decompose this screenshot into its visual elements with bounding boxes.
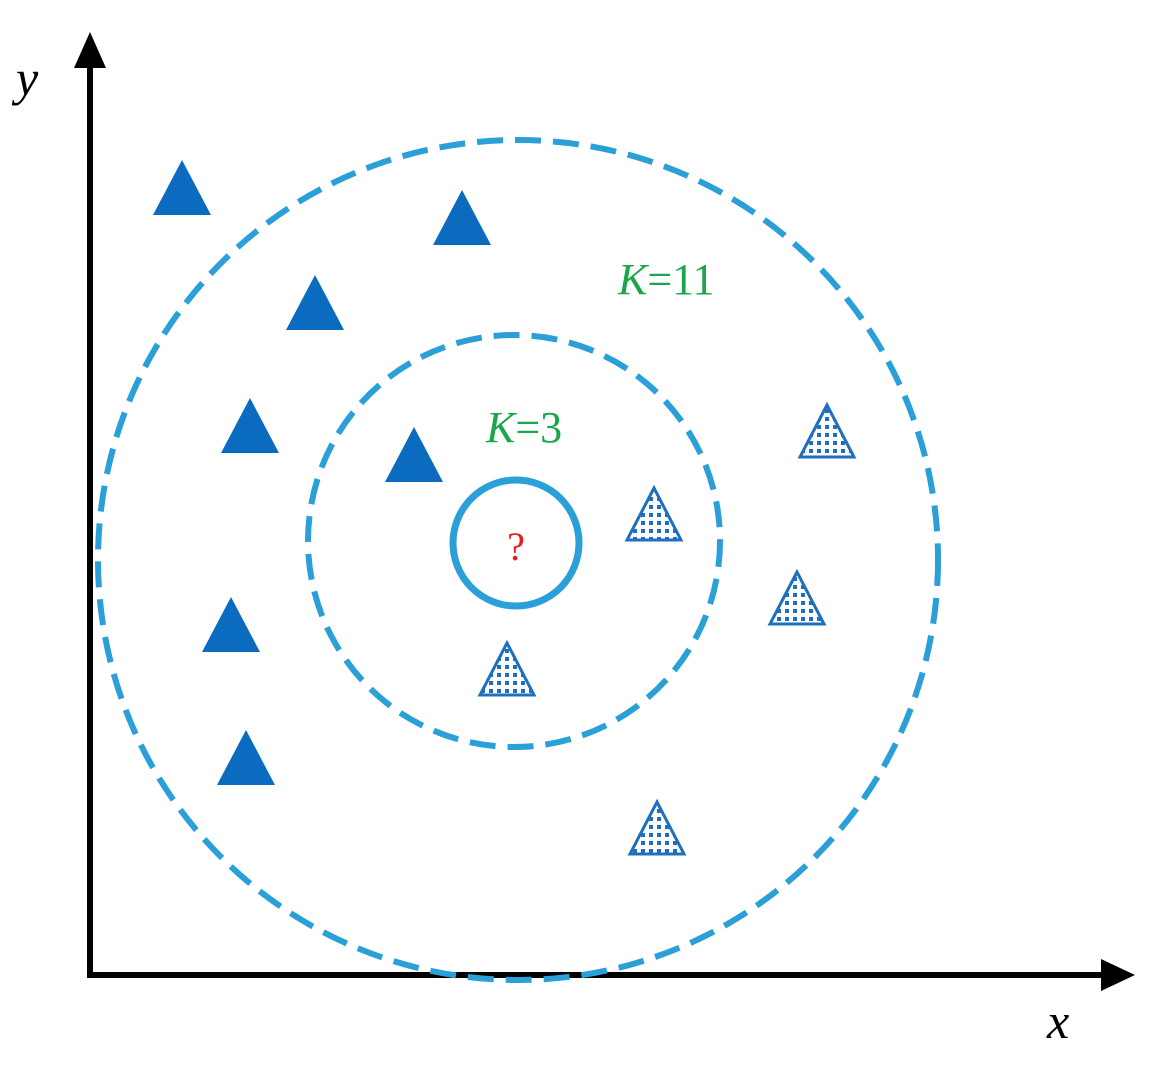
k11-label: K=11 — [617, 255, 715, 304]
query-point-label: ? — [507, 524, 525, 569]
patterned-class-points — [477, 401, 857, 856]
solid-triangle-icon — [217, 730, 275, 785]
patterned-triangle-icon — [797, 401, 857, 459]
k3-label-value: =3 — [515, 403, 562, 452]
solid-triangle-icon — [385, 427, 443, 482]
k11-label-var: K — [617, 255, 650, 304]
patterned-triangle-icon — [627, 798, 687, 856]
y-axis-label: y — [11, 50, 39, 106]
solid-triangle-icon — [221, 398, 279, 453]
k11-label-value: =11 — [647, 255, 714, 304]
solid-triangle-icon — [153, 160, 211, 215]
k3-label: K=3 — [485, 403, 562, 452]
y-axis-arrow-icon — [74, 32, 106, 68]
solid-class-points — [153, 160, 491, 785]
patterned-triangle-icon — [477, 639, 537, 697]
query-circle-icon — [449, 476, 583, 610]
k3-label-var: K — [485, 403, 518, 452]
k3-ring — [305, 332, 723, 750]
x-axis-label: x — [1046, 993, 1069, 1049]
patterned-triangle-icon — [767, 568, 827, 626]
x-axis-arrow-icon — [1101, 959, 1135, 991]
k11-ring — [95, 137, 941, 983]
patterned-triangle-icon — [624, 484, 684, 542]
solid-triangle-icon — [286, 275, 344, 330]
solid-triangle-icon — [202, 597, 260, 652]
solid-triangle-icon — [433, 190, 491, 245]
